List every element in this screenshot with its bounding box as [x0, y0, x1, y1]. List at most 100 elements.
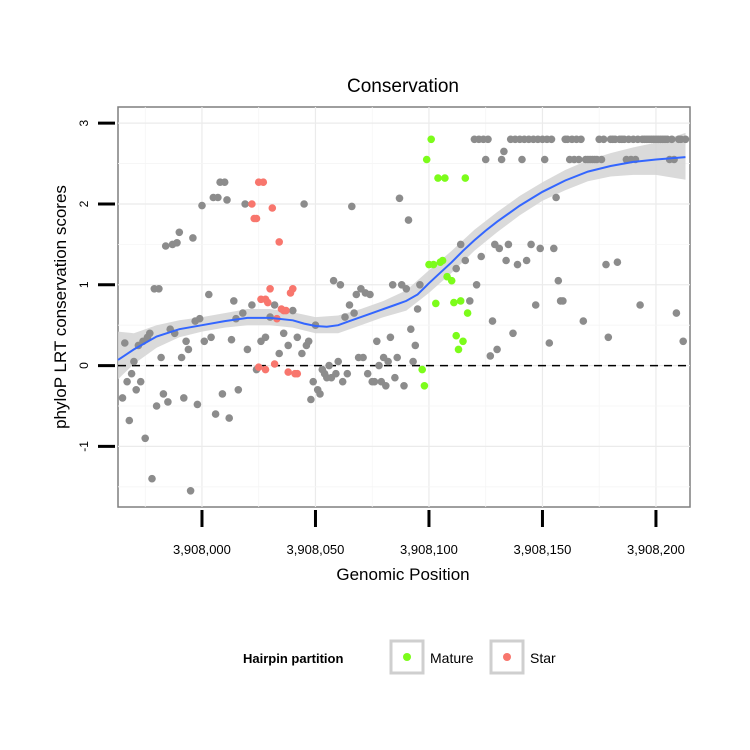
- point-other: [497, 155, 506, 164]
- point-other: [350, 309, 358, 317]
- point-star: [261, 365, 270, 374]
- point-other: [345, 301, 354, 309]
- x-tick-label: 3,908,200: [627, 542, 685, 557]
- point-other: [509, 329, 517, 338]
- point-other: [148, 474, 156, 483]
- point-other: [164, 398, 172, 406]
- point-other: [554, 276, 563, 285]
- point-other: [152, 402, 161, 410]
- x-tick-label: 3,908,100: [400, 542, 458, 557]
- point-other: [495, 244, 504, 253]
- point-mature: [463, 309, 472, 317]
- point-other: [316, 390, 324, 398]
- point-other: [336, 281, 345, 289]
- point-other: [411, 341, 420, 350]
- point-mature: [450, 298, 458, 307]
- point-other: [146, 329, 154, 338]
- point-other: [452, 264, 461, 273]
- legend-item-mature: Mature: [389, 639, 474, 675]
- y-axis-label: phyloP LRT conservation scores: [51, 185, 70, 429]
- point-other: [599, 135, 608, 144]
- point-other: [504, 240, 513, 249]
- point-other: [604, 333, 613, 342]
- point-other: [220, 178, 229, 186]
- point-other: [161, 242, 170, 250]
- point-other: [370, 377, 379, 386]
- point-other: [193, 400, 202, 409]
- y-tick-label: 3: [77, 120, 91, 127]
- point-mature: [459, 337, 467, 346]
- point-other: [198, 201, 206, 210]
- x-tick-label: 3,908,150: [514, 542, 572, 557]
- point-other: [125, 416, 134, 425]
- point-star: [268, 204, 277, 212]
- point-other: [366, 290, 374, 299]
- point-other: [395, 194, 404, 203]
- point-other: [343, 369, 352, 378]
- point-other: [352, 290, 361, 299]
- point-mature: [420, 382, 429, 390]
- point-other: [325, 361, 333, 370]
- legend-label-star: Star: [530, 650, 556, 666]
- x-axis-label: Genomic Position: [336, 565, 469, 584]
- point-other: [477, 252, 486, 261]
- point-other: [602, 260, 610, 269]
- point-other: [225, 414, 233, 422]
- point-mature: [427, 135, 436, 144]
- x-axis: 3,908,000 3,908,050 3,908,100 3,908,150 3,90…: [173, 510, 685, 557]
- point-other: [214, 193, 222, 202]
- point-other: [227, 335, 236, 344]
- point-other: [241, 200, 249, 208]
- point-other: [275, 349, 284, 358]
- smooth-trend-line: [117, 156, 686, 361]
- point-other: [121, 339, 129, 347]
- point-star: [254, 363, 263, 372]
- point-other: [393, 353, 402, 362]
- point-other: [248, 301, 256, 309]
- point-other: [402, 285, 411, 293]
- legend-label-mature: Mature: [430, 650, 474, 666]
- legend-marker-mature: [403, 653, 411, 661]
- point-star: [248, 200, 256, 208]
- point-other: [577, 135, 585, 144]
- point-other: [130, 357, 138, 366]
- point-mature: [454, 345, 463, 354]
- point-star: [266, 285, 274, 293]
- point-other: [195, 314, 204, 323]
- point-other: [486, 352, 495, 360]
- point-other: [205, 290, 213, 299]
- point-other: [127, 369, 136, 378]
- point-star: [264, 298, 272, 307]
- point-other: [547, 135, 556, 144]
- y-tick-label: 0: [77, 362, 91, 369]
- point-other: [173, 239, 181, 247]
- point-other: [500, 147, 508, 156]
- point-other: [456, 240, 465, 249]
- point-mature: [438, 256, 447, 265]
- point-other: [223, 196, 231, 204]
- point-other: [186, 487, 195, 495]
- point-other: [409, 357, 417, 366]
- data-points: [118, 135, 690, 495]
- point-other: [284, 341, 293, 350]
- point-other: [182, 337, 190, 346]
- point-other: [363, 369, 372, 378]
- point-other: [386, 333, 395, 342]
- point-other: [132, 386, 140, 394]
- point-other: [261, 333, 270, 342]
- point-other: [597, 155, 606, 164]
- point-other: [180, 394, 188, 402]
- point-other: [681, 135, 690, 144]
- point-other: [540, 155, 549, 164]
- point-other: [550, 244, 558, 253]
- y-tick-label: 2: [77, 200, 91, 207]
- point-star: [293, 369, 302, 378]
- point-other: [348, 202, 356, 211]
- point-other: [672, 309, 681, 317]
- point-other: [522, 256, 531, 265]
- point-other: [391, 373, 399, 382]
- point-other: [136, 377, 145, 386]
- point-star: [252, 214, 261, 223]
- point-other: [157, 353, 165, 362]
- legend-item-star: Star: [489, 639, 556, 675]
